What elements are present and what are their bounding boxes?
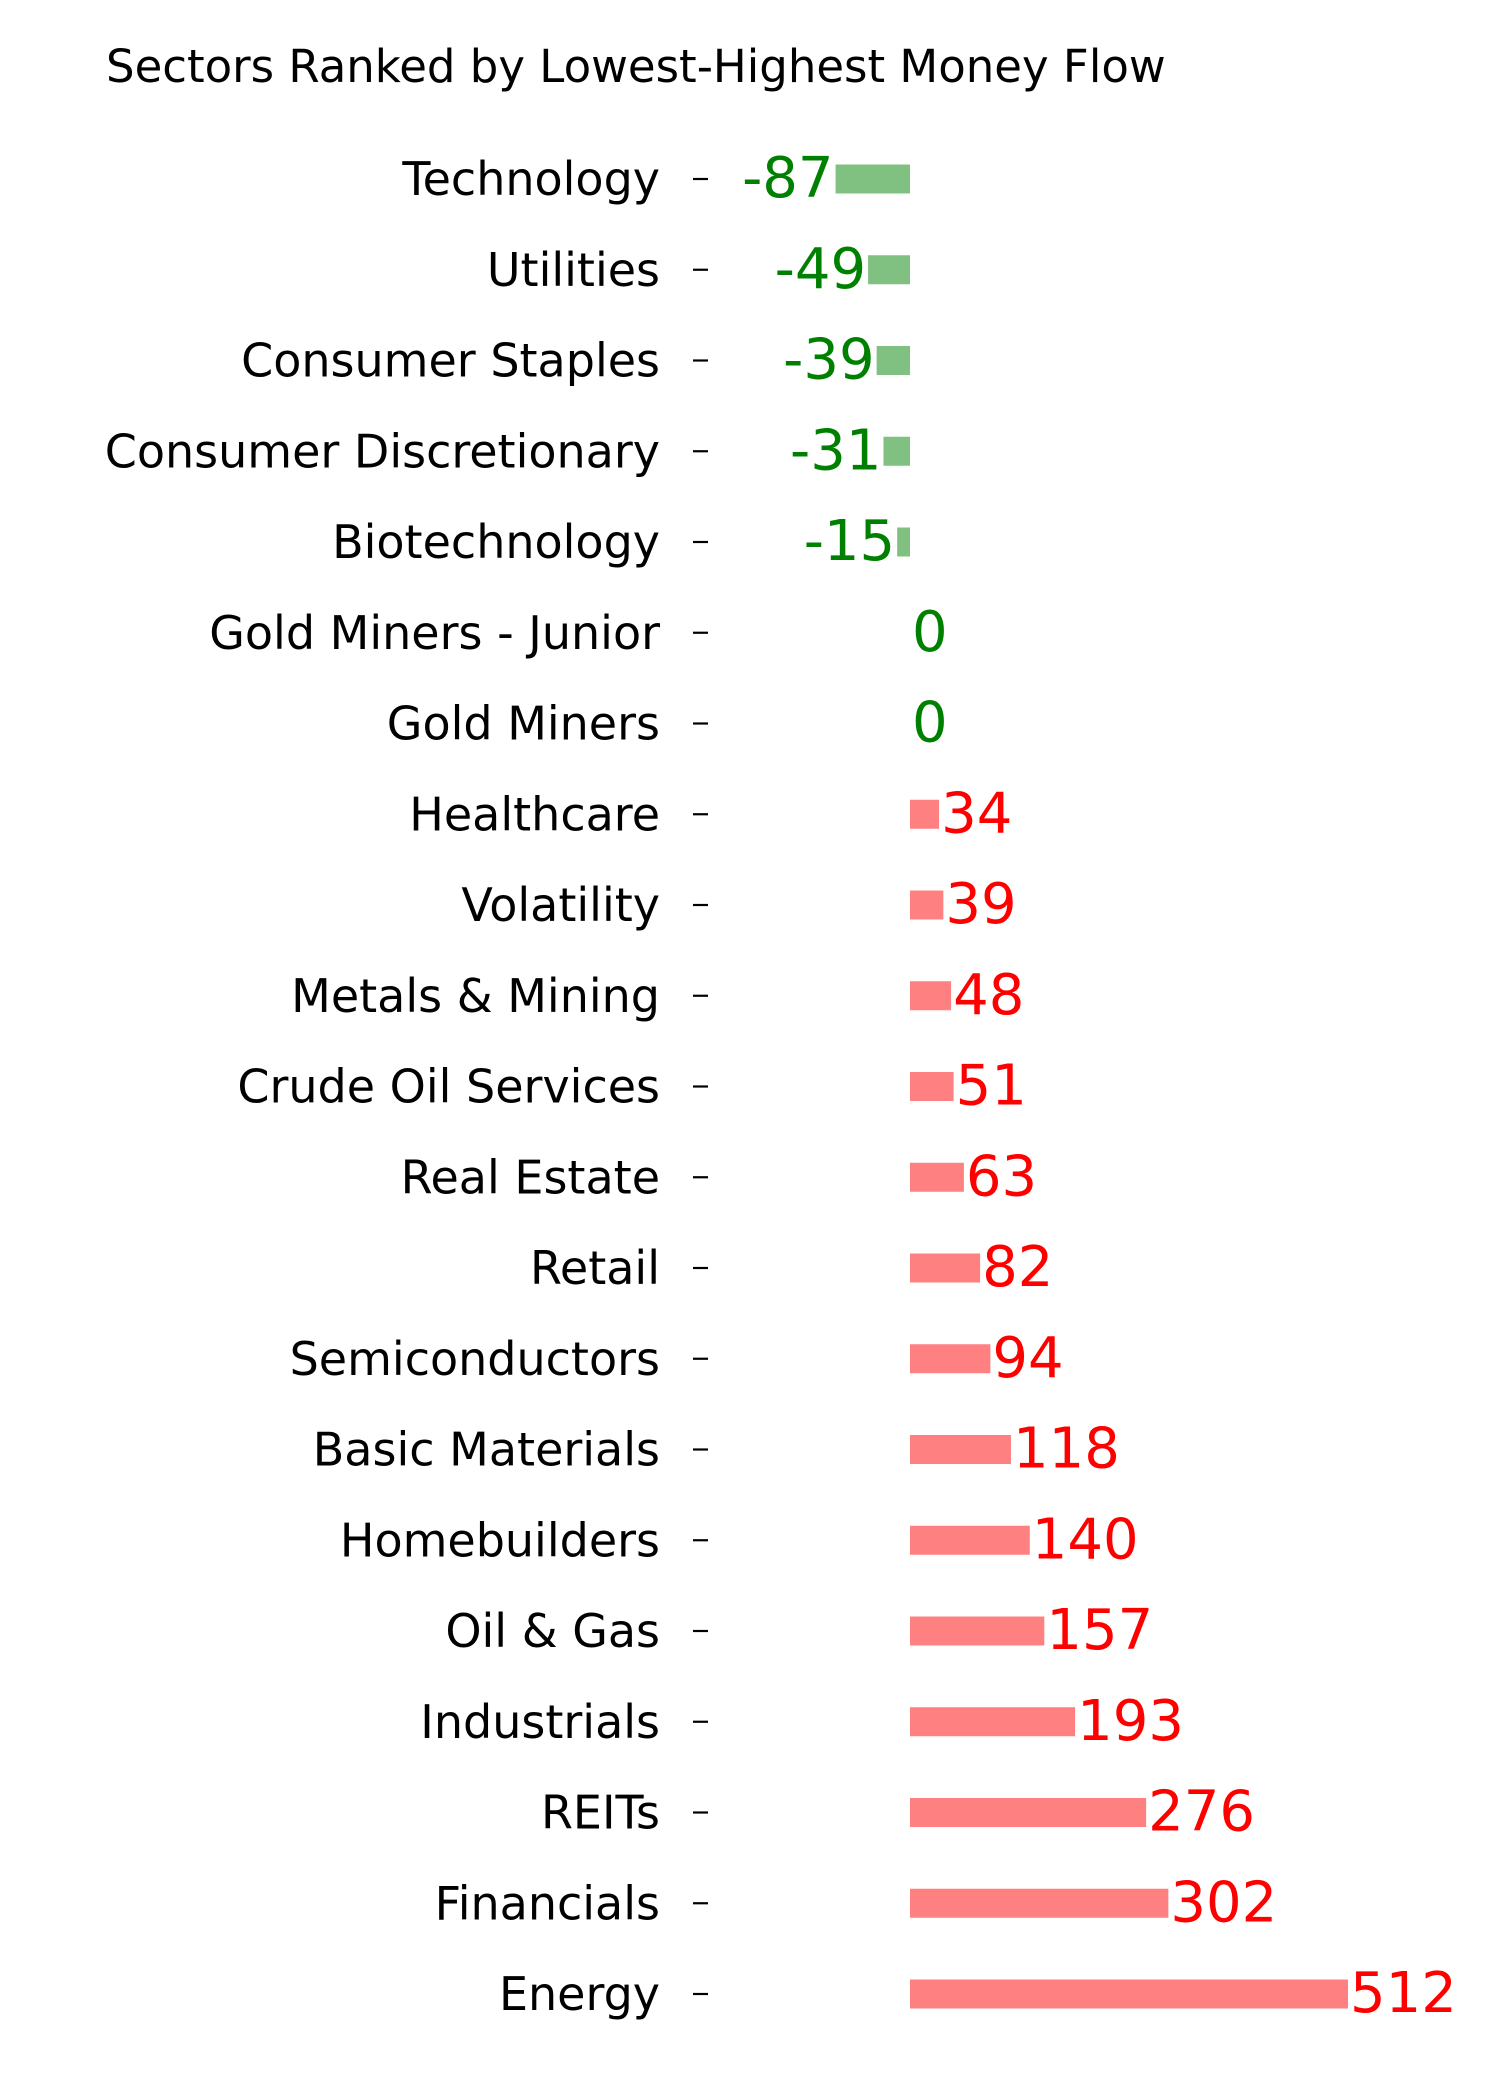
value-label-gold-miners-junior: 0 bbox=[912, 600, 948, 665]
bar-consumer-discretionary bbox=[883, 436, 910, 466]
value-label-utilities: -49 bbox=[775, 237, 866, 302]
bar-industrials bbox=[910, 1707, 1076, 1737]
value-label-homebuilders: 140 bbox=[1032, 1507, 1139, 1572]
bar-volatility bbox=[910, 890, 944, 920]
value-label-volatility: 39 bbox=[945, 872, 1016, 937]
bar-basic-materials bbox=[910, 1435, 1011, 1464]
value-label-technology: -87 bbox=[742, 146, 833, 211]
value-label-industrials: 193 bbox=[1077, 1689, 1184, 1754]
y-tick-label-gold-miners: Gold Miners bbox=[387, 697, 660, 751]
value-label-retail: 82 bbox=[982, 1235, 1053, 1300]
bar-healthcare bbox=[910, 799, 940, 829]
value-label-real-estate: 63 bbox=[966, 1144, 1037, 1209]
y-tick-label-energy: Energy bbox=[499, 1967, 660, 2021]
value-label-financials: 302 bbox=[1170, 1870, 1277, 1935]
y-tick-label-oil-and-gas: Oil & Gas bbox=[445, 1604, 660, 1658]
chart-title: Sectors Ranked by Lowest-Highest Money F… bbox=[106, 40, 1166, 93]
bar-biotechnology bbox=[897, 527, 910, 557]
bar-retail bbox=[910, 1253, 981, 1283]
bar-utilities bbox=[868, 255, 910, 285]
value-label-consumer-discretionary: -31 bbox=[790, 418, 881, 483]
value-label-healthcare: 34 bbox=[941, 781, 1012, 846]
y-tick-label-technology: Technology bbox=[401, 152, 660, 206]
bar-technology bbox=[835, 164, 910, 194]
value-label-reits: 276 bbox=[1148, 1780, 1255, 1845]
value-label-metals-and-mining: 48 bbox=[953, 963, 1024, 1028]
y-axis-ticks: Technology Utilities Consumer Staples Consu… bbox=[105, 152, 708, 2021]
y-tick-label-volatility: Volatility bbox=[461, 878, 660, 932]
y-tick-label-semiconductors: Semiconductors bbox=[290, 1332, 660, 1386]
bar-metals-and-mining bbox=[910, 981, 952, 1011]
value-label-semiconductors: 94 bbox=[992, 1326, 1063, 1391]
bar-homebuilders bbox=[910, 1525, 1030, 1555]
value-label-energy: 512 bbox=[1350, 1961, 1457, 2026]
bar-energy bbox=[910, 1979, 1349, 2009]
bar-crude-oil-services bbox=[910, 1072, 954, 1101]
value-label-biotechnology: -15 bbox=[804, 509, 895, 574]
y-tick-label-consumer-discretionary: Consumer Discretionary bbox=[105, 424, 660, 478]
bar-real-estate bbox=[910, 1162, 964, 1192]
value-label-oil-and-gas: 157 bbox=[1046, 1598, 1153, 1663]
y-tick-label-industrials: Industrials bbox=[420, 1695, 660, 1749]
y-tick-label-retail: Retail bbox=[530, 1241, 660, 1295]
bar-financials bbox=[910, 1888, 1169, 1918]
value-label-consumer-staples: -39 bbox=[783, 328, 874, 393]
value-labels: -87 -49 -39 -31 -15 0 0 34 39 48 51 63 82 94 118 140 157… bbox=[742, 146, 1457, 2026]
y-tick-label-healthcare: Healthcare bbox=[409, 787, 660, 841]
y-tick-label-homebuilders: Homebuilders bbox=[340, 1513, 660, 1567]
y-tick-label-reits: REITs bbox=[541, 1786, 660, 1840]
y-tick-label-real-estate: Real Estate bbox=[401, 1150, 660, 1204]
bar-oil-and-gas bbox=[910, 1616, 1045, 1646]
y-tick-label-basic-materials: Basic Materials bbox=[313, 1423, 660, 1477]
y-tick-label-metals-and-mining: Metals & Mining bbox=[291, 969, 660, 1023]
y-tick-label-biotechnology: Biotechnology bbox=[332, 515, 660, 569]
value-label-crude-oil-services: 51 bbox=[956, 1054, 1027, 1119]
y-tick-label-financials: Financials bbox=[435, 1876, 660, 1930]
y-tick-label-crude-oil-services: Crude Oil Services bbox=[237, 1060, 660, 1114]
y-tick-label-utilities: Utilities bbox=[487, 243, 660, 297]
value-label-gold-miners: 0 bbox=[912, 691, 948, 756]
bar-reits bbox=[910, 1798, 1147, 1827]
bar-semiconductors bbox=[910, 1344, 991, 1374]
bars-layer bbox=[835, 164, 1349, 2009]
y-tick-label-consumer-staples: Consumer Staples bbox=[241, 334, 660, 388]
value-label-basic-materials: 118 bbox=[1013, 1417, 1120, 1482]
y-tick-label-gold-miners-junior: Gold Miners - Junior bbox=[209, 606, 660, 660]
bar-consumer-staples bbox=[876, 346, 910, 375]
